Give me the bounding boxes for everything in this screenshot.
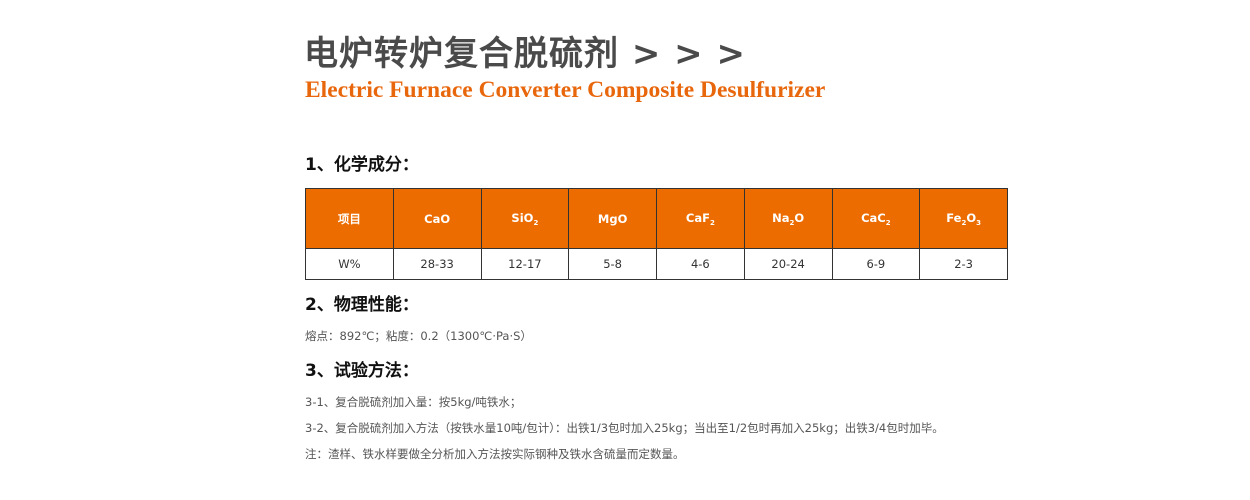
cell: 5-8 — [568, 248, 657, 280]
composition-table: 项目 CaO SiO2 MgO CaF2 Na2O CaC2 Fe2O3 W% … — [305, 188, 1008, 280]
header-cell: CaC2 — [831, 188, 921, 249]
header-cell: MgO — [568, 188, 657, 249]
header-cell: Na2O — [743, 188, 833, 249]
header-cell: 项目 — [305, 188, 394, 249]
page-subtitle: Electric Furnace Converter Composite Des… — [305, 77, 826, 103]
cell: W% — [305, 248, 394, 280]
section-heading-test-method: 3、试验方法： — [305, 361, 419, 381]
cell: 12-17 — [480, 248, 570, 280]
method-line: 3-1、复合脱硫剂加入量：按5kg/吨铁水； — [305, 395, 522, 409]
cell: 20-24 — [743, 248, 833, 280]
table-row: W% 28-33 12-17 5-8 4-6 20-24 6-9 2-3 — [305, 248, 1008, 280]
method-line: 3-2、复合脱硫剂加入方法（按铁水量10吨/包计）：出铁1/3包时加入25kg；… — [305, 421, 944, 435]
cell: 4-6 — [656, 248, 745, 280]
header-cell: CaO — [392, 188, 482, 249]
header-cell: CaF2 — [656, 188, 745, 249]
cell: 6-9 — [831, 248, 921, 280]
method-note: 注：渣样、铁水样要做全分析加入方法按实际钢种及铁水含硫量而定数量。 — [305, 447, 685, 461]
table-header-row: 项目 CaO SiO2 MgO CaF2 Na2O CaC2 Fe2O3 — [305, 188, 1008, 249]
header-cell: SiO2 — [480, 188, 570, 249]
section-heading-physical: 2、物理性能： — [305, 295, 419, 315]
cell: 2-3 — [919, 248, 1008, 280]
page-title: 电炉转炉复合脱硫剂 > > > — [304, 34, 746, 74]
physical-properties-text: 熔点：892℃；粘度：0.2（1300℃·Pa·S） — [305, 329, 532, 343]
header-cell: Fe2O3 — [919, 188, 1008, 249]
cell: 28-33 — [392, 248, 482, 280]
section-heading-composition: 1、化学成分： — [305, 155, 419, 175]
